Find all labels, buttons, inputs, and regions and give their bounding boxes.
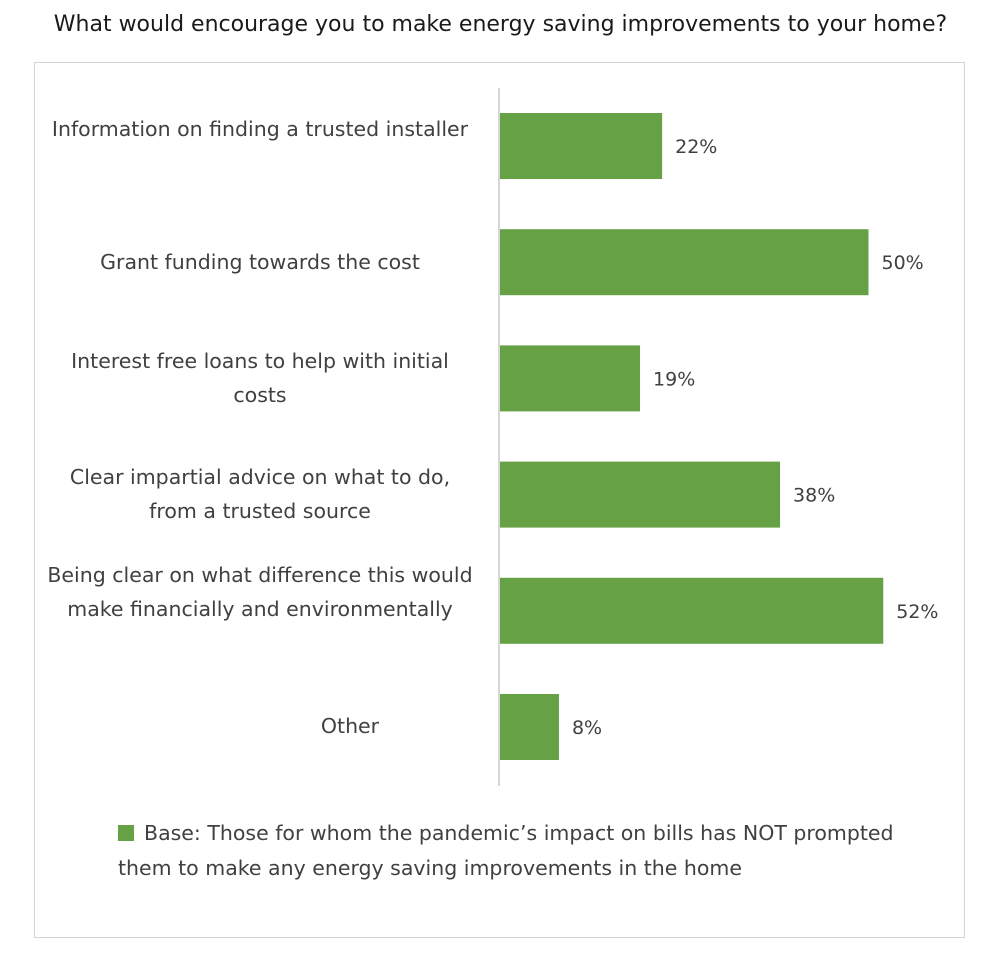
- chart-frame: [34, 62, 965, 938]
- data-label: 8%: [572, 717, 602, 739]
- category-label: Information on finding a trusted install…: [51, 117, 469, 141]
- bar: [500, 694, 559, 760]
- data-label: 50%: [882, 252, 924, 274]
- data-label: 22%: [675, 136, 717, 158]
- data-label: 38%: [793, 485, 835, 507]
- data-label: 19%: [653, 368, 695, 390]
- category-label: Other: [320, 714, 380, 738]
- legend: Base: Those for whom the pandemic’s impa…: [118, 816, 908, 886]
- legend-label: Base: Those for whom the pandemic’s impa…: [118, 821, 894, 880]
- category-label: Interest free loans to help with initial…: [71, 349, 449, 407]
- bar: [500, 229, 869, 296]
- category-label: Grant funding towards the cost: [100, 250, 420, 274]
- bar: [500, 345, 641, 412]
- category-label: Clear impartial advice on what to do, fr…: [69, 465, 451, 523]
- bar: [500, 461, 781, 528]
- bar: [500, 113, 663, 179]
- bar: [500, 577, 884, 644]
- category-label: Being clear on what difference this woul…: [47, 563, 473, 621]
- legend-swatch: [118, 825, 134, 841]
- chart-title: What would encourage you to make energy …: [53, 12, 948, 37]
- data-label: 52%: [896, 601, 938, 623]
